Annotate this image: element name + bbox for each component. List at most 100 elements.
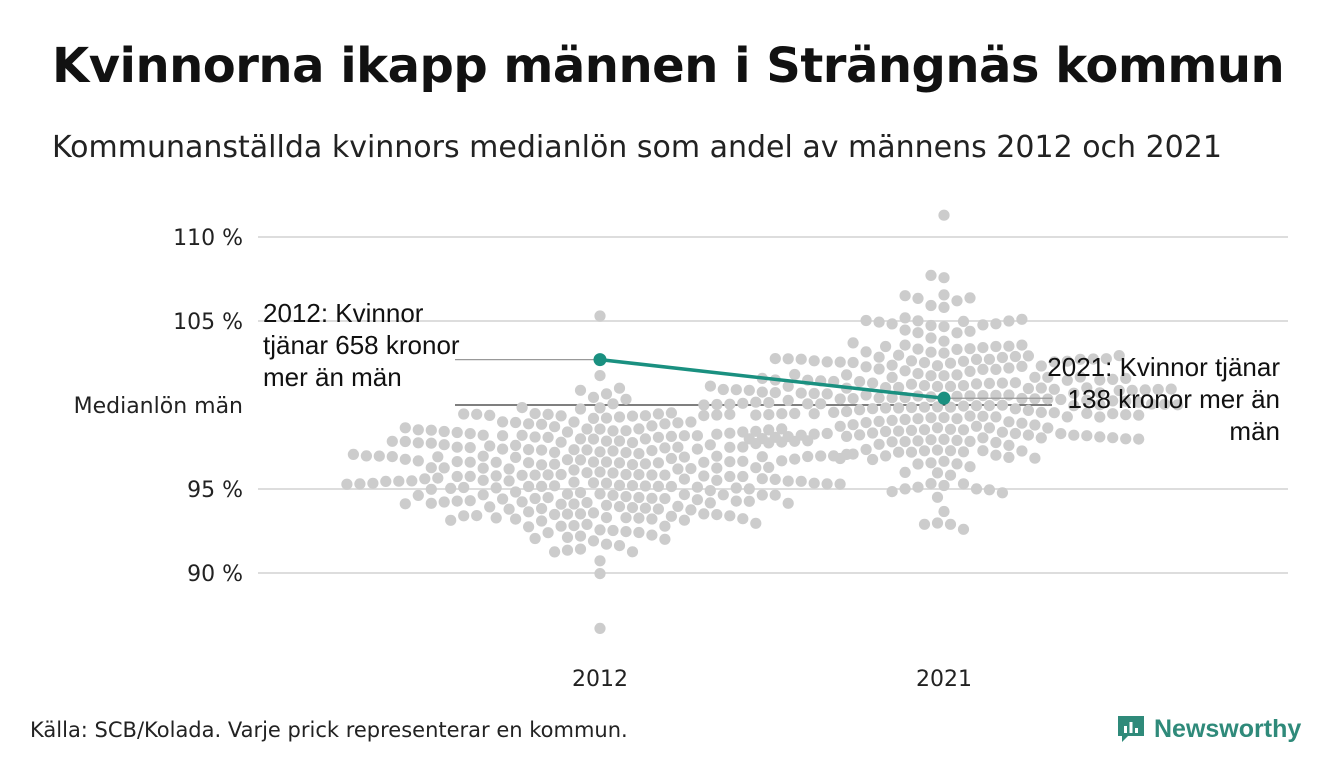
chart-subtitle: Kommunanställda kvinnors medianlön som a… — [52, 130, 1222, 165]
municipality-dot — [931, 380, 944, 393]
municipality-dot — [561, 544, 574, 556]
municipality-dot — [899, 413, 911, 426]
municipality-dot — [938, 347, 950, 359]
municipality-dot — [730, 482, 742, 494]
municipality-dot — [756, 473, 768, 485]
municipality-dot — [1107, 408, 1119, 420]
municipality-dot — [626, 502, 639, 514]
municipality-dot — [549, 480, 561, 492]
municipality-dot — [808, 428, 820, 440]
municipality-dot — [711, 508, 723, 521]
municipality-dot — [568, 520, 580, 532]
municipality-dot — [1094, 411, 1106, 423]
municipality-dot — [867, 427, 879, 439]
municipality-dot — [769, 473, 781, 485]
municipality-dot — [503, 475, 515, 487]
municipality-dot — [659, 493, 671, 505]
municipality-dot — [1107, 395, 1119, 407]
municipality-dot — [574, 530, 587, 542]
municipality-dot — [1029, 452, 1041, 464]
municipality-dot — [1003, 315, 1015, 327]
municipality-dot — [691, 494, 704, 506]
y-tick-label: 95 % — [187, 478, 243, 503]
municipality-dot — [737, 441, 749, 453]
municipality-dot — [600, 477, 613, 489]
municipality-dot — [951, 369, 963, 381]
newsworthy-logo-icon — [1118, 716, 1144, 742]
municipality-dot — [659, 442, 671, 454]
municipality-dot — [451, 426, 463, 439]
highlight-point-2012 — [593, 353, 607, 367]
municipality-dot — [1003, 439, 1015, 451]
municipality-dot — [996, 426, 1009, 438]
municipality-dot — [944, 380, 957, 392]
municipality-dot — [938, 209, 950, 221]
municipality-dot — [509, 513, 522, 525]
municipality-dot — [854, 376, 866, 388]
municipality-dot — [893, 446, 905, 458]
municipality-dot — [393, 475, 405, 487]
municipality-dot — [860, 443, 872, 456]
municipality-dot — [536, 480, 548, 492]
municipality-dot — [860, 361, 872, 373]
municipality-dot — [568, 464, 580, 476]
municipality-dot — [990, 449, 1002, 461]
municipality-dot — [639, 502, 652, 514]
municipality-dot — [944, 518, 957, 530]
municipality-dot — [1113, 384, 1125, 397]
municipality-dot — [802, 398, 814, 410]
municipality-dot — [944, 357, 957, 369]
municipality-dot — [899, 312, 911, 324]
municipality-dot — [1048, 356, 1060, 368]
municipality-dot — [464, 456, 476, 468]
municipality-dot — [996, 377, 1009, 389]
municipality-dot — [964, 390, 976, 402]
municipality-dot — [587, 456, 600, 468]
municipality-dot — [639, 480, 652, 492]
municipality-dot — [931, 491, 944, 503]
municipality-dot — [763, 461, 775, 473]
municipality-dot — [873, 392, 885, 404]
municipality-dot — [451, 495, 463, 507]
municipality-dot — [574, 433, 587, 445]
municipality-dot — [743, 495, 755, 507]
brand-logo[interactable]: Newsworthy — [1116, 714, 1301, 744]
municipality-dot — [970, 400, 983, 412]
municipality-dot — [854, 429, 866, 441]
municipality-dot — [867, 403, 879, 415]
municipality-dot — [977, 390, 989, 402]
municipality-dot — [425, 462, 437, 474]
municipality-dot — [620, 491, 632, 503]
municipality-dot — [574, 543, 587, 555]
municipality-dot — [445, 482, 457, 494]
municipality-dot — [347, 448, 359, 460]
municipality-dot — [1029, 419, 1041, 431]
municipality-dot — [1100, 353, 1112, 365]
municipality-dot — [951, 343, 963, 355]
municipality-dot — [607, 398, 619, 410]
municipality-dot — [516, 429, 528, 441]
municipality-dot — [574, 508, 587, 520]
municipality-dot — [834, 420, 846, 432]
municipality-dot — [737, 513, 749, 525]
municipality-dot — [918, 401, 931, 413]
municipality-dot — [574, 403, 587, 415]
municipality-dot — [925, 412, 937, 424]
municipality-dot — [497, 430, 509, 442]
municipality-dot — [957, 400, 970, 412]
municipality-dot — [1003, 340, 1015, 352]
municipality-dot — [808, 387, 820, 400]
municipality-dot — [594, 423, 606, 435]
municipality-dot — [912, 435, 924, 447]
municipality-dot — [867, 453, 879, 466]
municipality-dot — [581, 518, 593, 531]
brand-name: Newsworthy — [1154, 714, 1302, 743]
municipality-dot — [1081, 382, 1093, 394]
municipality-dot — [815, 398, 827, 410]
municipality-dot — [789, 368, 801, 381]
municipality-dot — [549, 421, 561, 433]
municipality-dot — [425, 483, 437, 495]
municipality-dot — [698, 410, 710, 422]
municipality-dot — [873, 363, 885, 375]
